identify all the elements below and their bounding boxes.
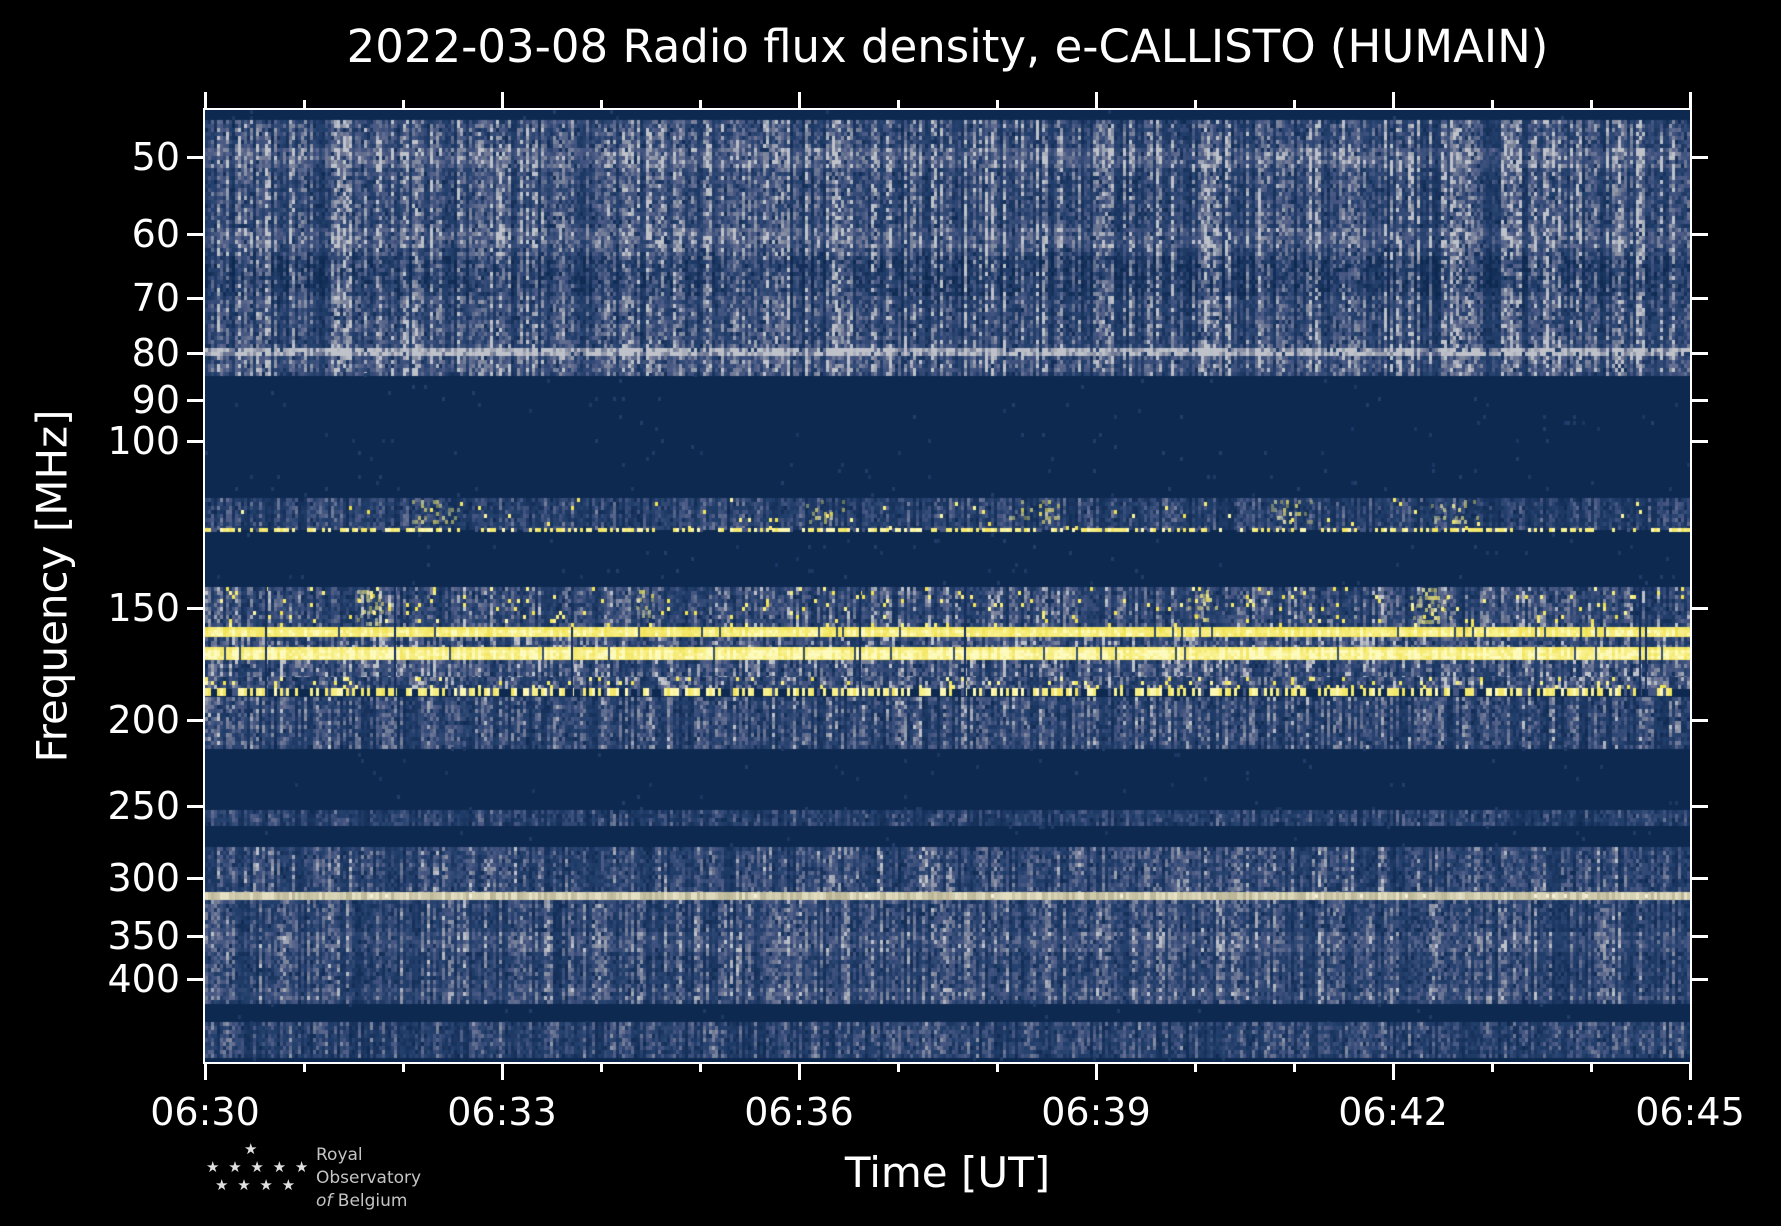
x-tick-label: 06:45 [1635,1090,1745,1134]
y-major-tick-right [1690,978,1708,981]
x-major-tick-top [204,92,207,110]
x-minor-tick-top [303,100,306,110]
y-tick-label: 60 [131,212,180,256]
y-tick-label: 70 [131,276,180,320]
y-major-tick [187,440,205,443]
rob-logo-belgium: Belgium [332,1191,408,1211]
y-major-tick-right [1690,156,1708,159]
x-minor-tick-top [1590,100,1593,110]
y-major-tick-right [1690,877,1708,880]
x-minor-tick [897,1062,900,1072]
x-major-tick-top [1392,92,1395,110]
x-major-tick-top [1689,92,1692,110]
y-tick-label: 150 [107,586,180,630]
x-minor-tick [996,1062,999,1072]
x-tick-label: 06:36 [744,1090,854,1134]
y-tick-label: 50 [131,135,180,179]
x-minor-tick-top [402,100,405,110]
rob-logo-line1: Royal Observatory [316,1145,422,1188]
x-minor-tick [1194,1062,1197,1072]
x-major-tick-top [798,92,801,110]
y-tick-label: 100 [107,419,180,463]
y-major-tick [187,399,205,402]
x-minor-tick-top [996,100,999,110]
spectrogram-canvas [205,110,1690,1062]
y-major-tick [187,297,205,300]
star-row-icon: ★ ★ ★ ★ [215,1176,298,1194]
y-major-tick-right [1690,935,1708,938]
y-major-tick [187,978,205,981]
y-major-tick-right [1690,440,1708,443]
x-major-tick-top [1095,92,1098,110]
x-tick-label: 06:39 [1041,1090,1151,1134]
x-minor-tick [402,1062,405,1072]
x-major-tick [1392,1062,1395,1080]
y-tick-label: 200 [107,698,180,742]
x-minor-tick [1491,1062,1494,1072]
x-major-tick [1689,1062,1692,1080]
rob-logo: ★ ★ ★ ★ ★ ★ ★ ★ ★ ★ Royal Observatory of… [206,1140,421,1211]
x-minor-tick-top [699,100,702,110]
y-tick-label: 90 [131,378,180,422]
y-tick-label: 80 [131,331,180,375]
x-minor-tick [1293,1062,1296,1072]
x-axis-label: Time [UT] [844,1148,1051,1197]
x-minor-tick [1590,1062,1593,1072]
rob-logo-text: Royal Observatory of Belgium [316,1144,421,1213]
x-tick-label: 06:30 [150,1090,260,1134]
x-minor-tick [600,1062,603,1072]
star-row-icon: ★ [244,1140,260,1158]
y-major-tick [187,877,205,880]
y-major-tick-right [1690,399,1708,402]
y-tick-label: 250 [107,784,180,828]
y-major-tick-right [1690,233,1708,236]
rob-logo-of: of [316,1191,333,1211]
x-major-tick-top [501,92,504,110]
y-major-tick-right [1690,719,1708,722]
y-tick-label: 300 [107,856,180,900]
y-major-tick [187,719,205,722]
x-minor-tick-top [1293,100,1296,110]
page-title: 2022-03-08 Radio flux density, e-CALLIST… [346,20,1549,73]
x-minor-tick [303,1062,306,1072]
x-minor-tick [699,1062,702,1072]
x-minor-tick-top [1194,100,1197,110]
y-major-tick [187,156,205,159]
star-row-icon: ★ ★ ★ ★ ★ [206,1158,311,1176]
x-tick-label: 06:42 [1338,1090,1448,1134]
y-major-tick-right [1690,805,1708,808]
y-major-tick [187,805,205,808]
y-major-tick-right [1690,297,1708,300]
y-major-tick [187,352,205,355]
y-major-tick-right [1690,352,1708,355]
x-major-tick [501,1062,504,1080]
y-major-tick [187,233,205,236]
y-major-tick [187,607,205,610]
x-major-tick [1095,1062,1098,1080]
x-minor-tick-top [897,100,900,110]
y-tick-label: 350 [107,914,180,958]
y-major-tick [187,935,205,938]
x-minor-tick-top [600,100,603,110]
x-major-tick [798,1062,801,1080]
x-minor-tick-top [1491,100,1494,110]
rob-logo-line2: of Belgium [316,1190,421,1213]
x-tick-label: 06:33 [447,1090,557,1134]
y-major-tick-right [1690,607,1708,610]
x-major-tick [204,1062,207,1080]
y-tick-label: 400 [107,957,180,1001]
